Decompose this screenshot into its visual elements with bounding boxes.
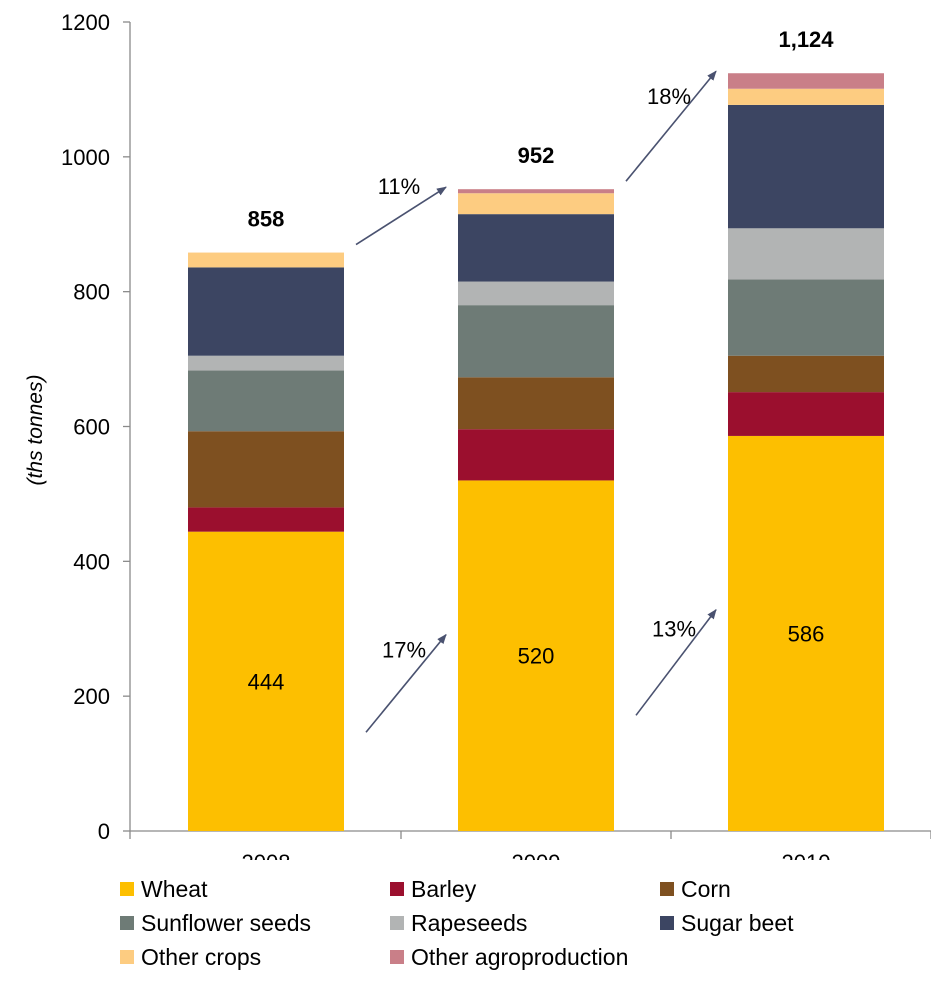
x-tick-label: 2010 xyxy=(782,850,831,860)
total-growth-arrow xyxy=(625,70,717,182)
y-tick-label: 1200 xyxy=(61,10,110,35)
bar-segment-other-crops xyxy=(458,193,614,215)
y-tick-label: 400 xyxy=(73,549,110,574)
legend-item-sugar-beet: Sugar beet xyxy=(660,908,920,938)
total-growth-label: 11% xyxy=(378,174,420,199)
y-axis: 0 200 400 600 800 1000 1200 xyxy=(61,10,131,844)
y-tick-label: 200 xyxy=(73,684,110,709)
legend-swatch xyxy=(120,882,134,896)
legend-swatch xyxy=(660,916,674,930)
bar-segment-other-crops xyxy=(188,252,344,268)
legend-label: Rapeseeds xyxy=(411,910,528,936)
legend-label: Sugar beet xyxy=(681,910,794,936)
y-tick-label: 800 xyxy=(73,280,110,305)
legend-label: Other agroproduction xyxy=(411,944,629,970)
total-label: 1,124 xyxy=(778,27,834,52)
y-axis-label: (ths tonnes) xyxy=(24,375,47,486)
legend-swatch xyxy=(390,950,404,964)
y-tick-label: 1000 xyxy=(61,145,110,170)
legend-item-barley: Barley xyxy=(390,874,660,904)
bar-segment-rapeseeds xyxy=(458,281,614,306)
bar-segment-corn xyxy=(458,377,614,430)
total-label: 952 xyxy=(518,143,555,168)
bar-segment-rapeseeds xyxy=(188,355,344,371)
wheat-value-label: 444 xyxy=(248,669,285,694)
bars xyxy=(188,73,884,831)
bar-segment-sunflower-seeds xyxy=(458,305,614,378)
wheat-growth-label: 17% xyxy=(382,637,426,662)
total-growth-arrow xyxy=(355,186,447,246)
x-tick-label: 2009 xyxy=(512,850,561,860)
bar-segment-other-agroproduction xyxy=(458,189,614,194)
bar-segment-corn xyxy=(728,355,884,393)
legend-label: Sunflower seeds xyxy=(141,910,312,936)
legend-item-sunflower-seeds: Sunflower seeds xyxy=(120,908,390,938)
legend-swatch xyxy=(660,882,674,896)
y-tick-label: 600 xyxy=(73,415,110,440)
legend-item-rapeseeds: Rapeseeds xyxy=(390,908,660,938)
bar-segment-sunflower-seeds xyxy=(728,279,884,356)
wheat-growth-arrow xyxy=(635,608,717,716)
bar-segment-barley xyxy=(458,429,614,481)
bar-segment-barley xyxy=(728,392,884,436)
wheat-growth-label: 13% xyxy=(652,617,696,642)
legend-item-other-agroproduction: Other agroproduction xyxy=(390,942,660,972)
bar-segment-sugar-beet xyxy=(458,214,614,282)
bar-segment-sugar-beet xyxy=(188,267,344,356)
bar-segment-wheat xyxy=(458,480,614,831)
y-tick-label: 0 xyxy=(98,819,110,844)
legend-item-corn: Corn xyxy=(660,874,920,904)
data-labels: 858 952 1,124 444 520 586 xyxy=(248,27,835,694)
growth-arrows: 11% 18% 17% 13% xyxy=(355,70,717,733)
bar-segment-other-agroproduction xyxy=(728,73,884,89)
wheat-value-label: 586 xyxy=(788,621,825,646)
bar-segment-wheat xyxy=(728,435,884,831)
bar-segment-wheat xyxy=(188,531,344,831)
bar-segment-rapeseeds xyxy=(728,228,884,280)
wheat-value-label: 520 xyxy=(518,644,555,669)
legend-swatch xyxy=(390,882,404,896)
wheat-growth-arrow xyxy=(365,633,447,733)
legend-item-other-crops: Other crops xyxy=(120,942,390,972)
legend-label: Wheat xyxy=(141,876,208,902)
legend-swatch xyxy=(120,950,134,964)
legend-item-wheat: Wheat xyxy=(120,874,390,904)
bar-segment-sugar-beet xyxy=(728,104,884,229)
total-label: 858 xyxy=(248,207,285,232)
legend-label: Other crops xyxy=(141,944,262,970)
bar-segment-barley xyxy=(188,507,344,532)
legend-swatch xyxy=(390,916,404,930)
legend-swatch xyxy=(120,916,134,930)
bar-segment-corn xyxy=(188,431,344,508)
bar-segment-sunflower-seeds xyxy=(188,370,344,432)
legend: Wheat Barley Corn Sunflower seeds Rapeseeds S… xyxy=(120,874,920,972)
bar-segment-other-crops xyxy=(728,88,884,105)
legend-label: Corn xyxy=(681,876,731,902)
total-growth-label: 18% xyxy=(647,84,691,109)
legend-label: Barley xyxy=(411,876,477,902)
